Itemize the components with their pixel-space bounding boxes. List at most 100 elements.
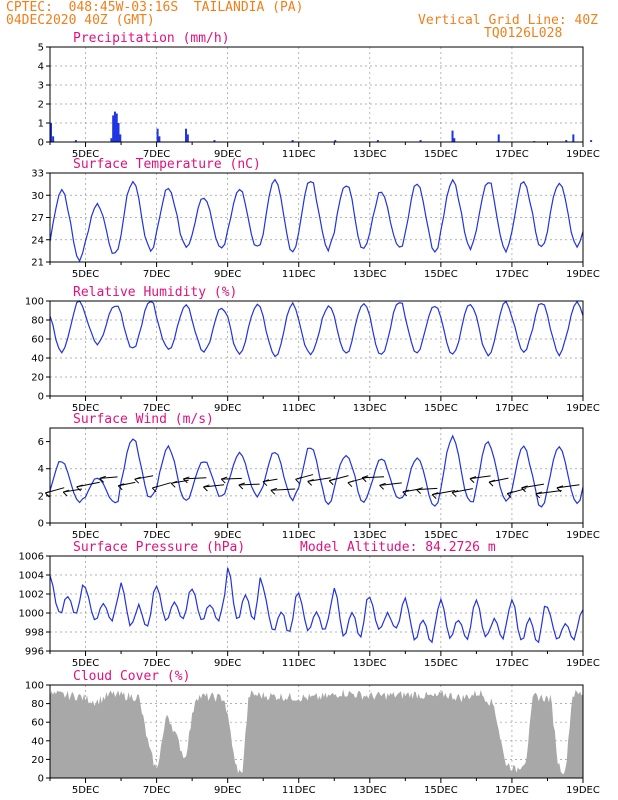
y-tick-label: 0 xyxy=(38,519,44,530)
x-tick-label: 5DEC xyxy=(72,785,99,796)
wind-barb xyxy=(238,483,260,486)
init-time: 04DEC2020 40Z (GMT) xyxy=(6,13,155,28)
y-tick-label: 33 xyxy=(31,169,44,180)
y-tick-label: 1000 xyxy=(19,609,44,620)
y-tick-label: 6 xyxy=(38,437,44,448)
panel-frame xyxy=(49,555,584,652)
wind-arrowhead xyxy=(183,476,190,484)
wind-barb xyxy=(183,477,207,480)
wind-arrowhead xyxy=(328,478,336,486)
wind-arrowhead xyxy=(62,489,70,497)
panel-5: Cloud Cover (%) 0 20 40 60 80 100 5DEC 7DEC 9DEC 1… xyxy=(25,669,600,796)
wind-barb xyxy=(416,487,438,491)
wind-barb xyxy=(221,477,242,480)
x-tick-label: 7DEC xyxy=(143,403,170,414)
wind-barb xyxy=(556,484,580,489)
x-tick-label: 19DEC xyxy=(566,403,600,414)
x-tick-label: 5DEC xyxy=(72,149,99,160)
y-tick-label: 40 xyxy=(31,354,44,365)
x-tick-label: 19DEC xyxy=(566,149,600,160)
x-tick-label: 17DEC xyxy=(495,149,529,160)
precip-bar xyxy=(572,134,575,142)
precip-bar xyxy=(419,140,422,142)
x-tick-label: 9DEC xyxy=(214,403,241,414)
location-name: TAILANDIA (PA) xyxy=(193,0,304,15)
wind-arrowhead xyxy=(506,491,514,499)
y-tick-label: 1004 xyxy=(19,571,44,582)
panel-title: Precipitation (mm/h) xyxy=(73,31,230,46)
wind-arrowhead xyxy=(379,482,386,490)
panel-3: Surface Wind (m/s) 0 2 4 6 5DEC 7DEC 9DEC 11DEC 1… xyxy=(38,412,600,541)
x-tick-label: 5DEC xyxy=(72,403,99,414)
y-tick-label: 1 xyxy=(38,119,44,130)
wind-arrowhead xyxy=(361,475,369,483)
x-tick-label: 11DEC xyxy=(282,658,316,669)
y-tick-label: 80 xyxy=(31,316,44,327)
y-tick-label: 27 xyxy=(31,213,44,224)
precip-bar xyxy=(451,130,454,142)
x-tick-label: 19DEC xyxy=(566,269,600,280)
wind-arrowhead xyxy=(347,480,355,488)
x-tick-label: 19DEC xyxy=(566,530,600,541)
wind-barb xyxy=(99,476,118,479)
model-id: TQ0126L028 xyxy=(484,26,563,41)
series-line xyxy=(49,300,584,358)
wind-arrowhead xyxy=(295,476,302,484)
wind-arrowhead xyxy=(521,485,528,493)
wind-arrowhead xyxy=(134,476,141,484)
precip-bar xyxy=(52,136,55,142)
y-tick-label: 4 xyxy=(38,464,44,475)
precip-bar xyxy=(50,123,52,142)
y-tick-label: 0 xyxy=(38,138,44,149)
precip-bar xyxy=(185,128,188,142)
wind-arrowhead xyxy=(220,476,228,484)
x-tick-label: 9DEC xyxy=(214,785,241,796)
precip-bar xyxy=(186,134,189,142)
wind-arrowhead xyxy=(556,485,564,493)
y-tick-label: 0 xyxy=(38,774,44,785)
wind-arrowhead xyxy=(99,475,106,483)
x-tick-label: 13DEC xyxy=(353,785,387,796)
panel-title: Surface Pressure (hPa) xyxy=(73,540,245,555)
x-tick-label: 17DEC xyxy=(495,269,529,280)
x-tick-label: 7DEC xyxy=(143,269,170,280)
x-tick-label: 9DEC xyxy=(214,149,241,160)
y-tick-label: 24 xyxy=(31,235,44,246)
y-tick-label: 40 xyxy=(31,736,44,747)
x-tick-label: 13DEC xyxy=(353,530,387,541)
wind-arrowhead xyxy=(416,487,423,495)
series-line xyxy=(49,434,584,508)
panel-4: Surface Pressure (hPa) Model Altitude: 84… xyxy=(19,540,600,669)
precip-bar xyxy=(117,123,120,142)
y-tick-label: 3 xyxy=(38,81,44,92)
panel-title: Cloud Cover (%) xyxy=(73,669,190,684)
y-tick-label: 100 xyxy=(25,297,44,308)
precip-bar xyxy=(110,138,113,142)
y-tick-label: 100 xyxy=(25,681,44,692)
wind-barb xyxy=(362,476,385,479)
wind-arrowhead xyxy=(151,485,159,493)
series-line xyxy=(49,178,584,263)
panel-title: Surface Temperature (nC) xyxy=(73,157,261,172)
y-tick-label: 60 xyxy=(31,718,44,729)
wind-arrowhead xyxy=(307,478,314,486)
precip-bar xyxy=(453,138,456,142)
x-tick-label: 11DEC xyxy=(282,149,316,160)
x-tick-label: 13DEC xyxy=(353,403,387,414)
x-tick-label: 15DEC xyxy=(424,149,458,160)
y-tick-label: 1002 xyxy=(19,590,44,601)
panel-frame xyxy=(49,172,584,263)
x-tick-label: 5DEC xyxy=(72,269,99,280)
x-tick-label: 13DEC xyxy=(353,149,387,160)
y-tick-label: 21 xyxy=(31,258,44,269)
panel-frame xyxy=(49,684,584,779)
wind-barb xyxy=(379,482,402,486)
x-tick-label: 9DEC xyxy=(214,269,241,280)
x-tick-label: 11DEC xyxy=(282,785,316,796)
y-tick-label: 0 xyxy=(38,392,44,403)
wind-arrowhead xyxy=(76,484,83,492)
precip-bar xyxy=(334,140,337,142)
panel-frame xyxy=(49,46,584,143)
y-tick-label: 80 xyxy=(31,699,44,710)
